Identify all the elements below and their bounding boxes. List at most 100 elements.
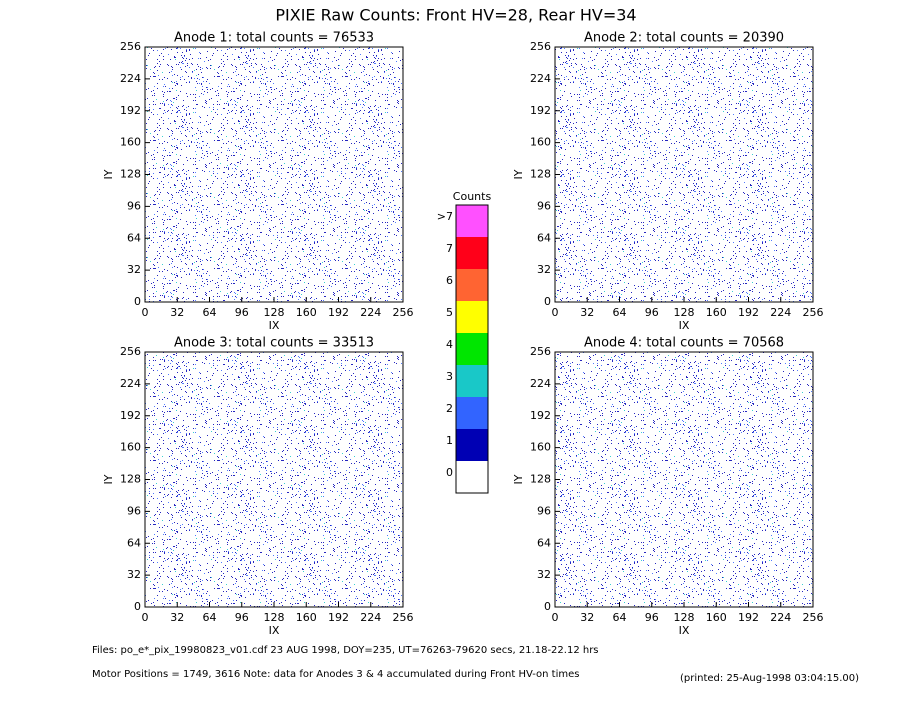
panel-title: Anode 3: total counts = 33513 <box>174 336 374 351</box>
x-tick-label: 192 <box>738 611 759 624</box>
y-tick-label: 192 <box>530 104 551 117</box>
y-axis-label: IY <box>512 474 525 484</box>
x-tick-label: 256 <box>393 306 414 319</box>
color-box <box>456 301 488 333</box>
x-tick-label: 32 <box>580 306 594 319</box>
y-tick-label: 0 <box>544 295 551 308</box>
x-tick-label: 160 <box>296 611 317 624</box>
colorbar-label: 7 <box>446 242 453 255</box>
x-axis-label: IX <box>269 319 280 332</box>
y-tick-label: 128 <box>120 168 141 181</box>
x-tick-label: 32 <box>170 611 184 624</box>
x-tick-label: 160 <box>706 306 727 319</box>
x-tick-label: 160 <box>296 306 317 319</box>
color-box <box>456 397 488 429</box>
x-axis-label: IX <box>679 319 690 332</box>
x-tick-label: 0 <box>552 611 559 624</box>
y-tick-label: 160 <box>530 136 551 149</box>
y-tick-label: 96 <box>127 199 141 212</box>
page-title: PIXIE Raw Counts: Front HV=28, Rear HV=3… <box>275 6 636 25</box>
panel-title: Anode 4: total counts = 70568 <box>584 336 784 351</box>
y-tick-label: 32 <box>127 263 141 276</box>
y-tick-label: 32 <box>127 568 141 581</box>
x-tick-label: 224 <box>770 306 791 319</box>
footer-motor: Motor Positions = 1749, 3616 Note: data … <box>92 669 579 680</box>
x-tick-label: 32 <box>580 611 594 624</box>
x-tick-label: 0 <box>142 611 149 624</box>
x-tick-label: 192 <box>738 306 759 319</box>
y-tick-label: 64 <box>127 536 141 549</box>
x-tick-label: 256 <box>393 611 414 624</box>
y-tick-label: 128 <box>120 473 141 486</box>
y-tick-label: 256 <box>530 40 551 53</box>
heatmap-area <box>145 47 403 302</box>
x-tick-label: 128 <box>264 306 285 319</box>
x-tick-label: 64 <box>613 611 627 624</box>
colorbar-label: 5 <box>446 306 453 319</box>
colorbar-label: >7 <box>437 210 453 223</box>
x-tick-label: 0 <box>142 306 149 319</box>
x-tick-label: 96 <box>235 306 249 319</box>
colorbar-label: 0 <box>446 466 453 479</box>
panel-title: Anode 2: total counts = 20390 <box>584 31 784 46</box>
x-tick-label: 128 <box>264 611 285 624</box>
y-tick-label: 256 <box>120 345 141 358</box>
color-box <box>456 461 488 493</box>
colorbar-title: Counts <box>453 190 492 203</box>
x-tick-label: 64 <box>613 306 627 319</box>
y-tick-label: 96 <box>537 504 551 517</box>
y-tick-label: 64 <box>537 231 551 244</box>
color-box <box>456 237 488 269</box>
x-tick-label: 224 <box>360 611 381 624</box>
y-tick-label: 32 <box>537 263 551 276</box>
x-tick-label: 160 <box>706 611 727 624</box>
heatmap-area <box>555 352 813 607</box>
color-box <box>456 333 488 365</box>
x-tick-label: 256 <box>803 306 824 319</box>
color-box <box>456 365 488 397</box>
color-box <box>456 269 488 301</box>
x-tick-label: 128 <box>674 306 695 319</box>
x-tick-label: 96 <box>645 306 659 319</box>
y-axis-label: IY <box>102 474 115 484</box>
y-tick-label: 192 <box>120 409 141 422</box>
y-tick-label: 256 <box>120 40 141 53</box>
colorbar-label: 4 <box>446 338 453 351</box>
color-box <box>456 205 488 237</box>
x-tick-label: 0 <box>552 306 559 319</box>
y-tick-label: 0 <box>544 600 551 613</box>
colorbar-label: 1 <box>446 434 453 447</box>
y-tick-label: 32 <box>537 568 551 581</box>
y-tick-label: 192 <box>120 104 141 117</box>
color-box <box>456 429 488 461</box>
y-tick-label: 224 <box>530 377 551 390</box>
y-tick-label: 128 <box>530 168 551 181</box>
y-tick-label: 64 <box>127 231 141 244</box>
x-tick-label: 64 <box>203 306 217 319</box>
x-tick-label: 128 <box>674 611 695 624</box>
x-tick-label: 192 <box>328 611 349 624</box>
x-axis-label: IX <box>679 624 690 637</box>
x-tick-label: 64 <box>203 611 217 624</box>
y-tick-label: 0 <box>134 600 141 613</box>
y-tick-label: 96 <box>537 199 551 212</box>
y-axis-label: IY <box>102 169 115 179</box>
x-axis-label: IX <box>269 624 280 637</box>
x-tick-label: 192 <box>328 306 349 319</box>
y-tick-label: 96 <box>127 504 141 517</box>
y-tick-label: 128 <box>530 473 551 486</box>
colorbar-label: 6 <box>446 274 453 287</box>
x-tick-label: 96 <box>645 611 659 624</box>
y-tick-label: 224 <box>120 377 141 390</box>
colorbar-frame <box>455 204 489 494</box>
y-tick-label: 64 <box>537 536 551 549</box>
y-tick-label: 160 <box>530 441 551 454</box>
y-tick-label: 224 <box>530 72 551 85</box>
y-tick-label: 192 <box>530 409 551 422</box>
heatmap-area <box>145 352 403 607</box>
heatmap-area <box>555 47 813 302</box>
y-tick-label: 160 <box>120 441 141 454</box>
footer-printed: (printed: 25-Aug-1998 03:04:15.00) <box>680 673 859 684</box>
y-tick-label: 224 <box>120 72 141 85</box>
